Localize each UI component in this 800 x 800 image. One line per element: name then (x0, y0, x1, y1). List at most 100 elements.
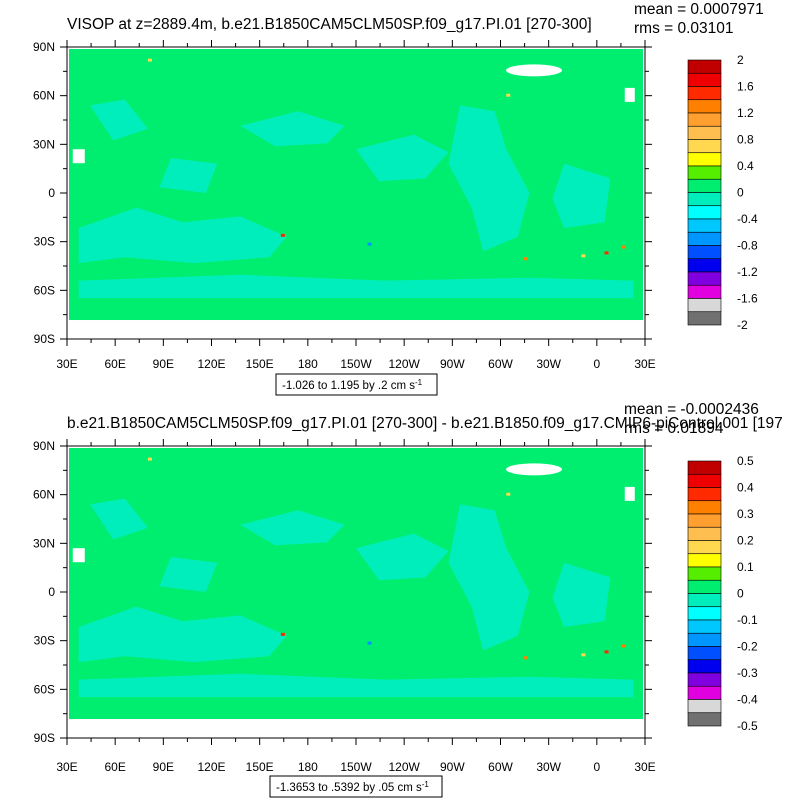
colorbar-box (687, 125, 722, 140)
y-tick-label: 90N (33, 40, 55, 54)
anomaly-cell (506, 492, 511, 496)
colorbar-label: 0.5 (737, 454, 754, 468)
range-box: -1.3653 to .5392 by .05 cm s-1 (269, 775, 443, 798)
colorbar-box (687, 540, 722, 555)
colorbar-box (687, 152, 722, 167)
y-tick-label: 30S (34, 235, 55, 249)
colorbar-label: -0.4 (737, 693, 758, 707)
colorbar-box (687, 500, 722, 515)
x-tick-label: 150E (246, 760, 274, 774)
negative-region (240, 111, 345, 147)
colorbar-label: 0.8 (737, 133, 754, 147)
colorbar-box (687, 205, 722, 220)
anomaly-cell (581, 653, 586, 657)
range-label: -1.3653 to .5392 by .05 cm s (276, 782, 422, 794)
y-tick-label: 60S (34, 283, 55, 297)
colorbar-label: -1.2 (737, 265, 758, 279)
colorbar-label: 0.2 (737, 534, 754, 548)
anomaly-cell (147, 457, 152, 461)
colorbar-box (687, 178, 722, 193)
colorbar-label: 2 (737, 53, 744, 67)
y-tick-label: 30S (34, 634, 55, 648)
x-tick-label: 60W (488, 357, 513, 371)
colorbar-label: -0.2 (737, 640, 758, 654)
anomaly-cell (621, 644, 626, 648)
anomaly-cell (581, 254, 586, 258)
x-tick-label: 150W (340, 760, 372, 774)
svg-text:-1.3653 to .5392 by .05 cm s-1: -1.3653 to .5392 by .05 cm s-1 (276, 780, 429, 794)
colorbar-box (687, 59, 722, 74)
colorbar-box (687, 593, 722, 608)
colorbar-box (687, 685, 722, 700)
colorbar-box (687, 72, 722, 87)
colorbar-box (687, 487, 722, 502)
colorbar-box (687, 86, 722, 101)
negative-region (240, 510, 345, 546)
negative-region (159, 557, 218, 592)
colorbar-box (687, 258, 722, 273)
colorbar-label: 1.6 (737, 80, 754, 94)
colorbar-box (687, 566, 722, 581)
negative-region (90, 498, 148, 540)
y-tick-label: 90S (34, 731, 55, 745)
anomaly-cell (367, 242, 372, 246)
map-plot: 30E 60E 90E 120E 150E 180 150W 120W 90W 60W 30W 0 30… (33, 40, 656, 371)
svg-text:-1.026 to 1.195 by .2 cm s-1: -1.026 to 1.195 by .2 cm s-1 (282, 378, 423, 392)
negative-region (552, 163, 611, 228)
y-tick-label: 0 (48, 186, 55, 200)
colorbar-label: 0 (737, 587, 744, 601)
colorbar-box (687, 672, 722, 687)
missing-region (72, 548, 85, 563)
negative-region (356, 134, 449, 182)
colorbar-label: 0 (737, 186, 744, 200)
anomaly-cell (604, 251, 609, 255)
x-tick-label: 30E (56, 357, 77, 371)
y-tick-label: 60S (34, 682, 55, 696)
negative-region (78, 274, 634, 299)
anomaly-cell (523, 656, 528, 660)
colorbar-box (687, 298, 722, 313)
colorbar-box (687, 659, 722, 674)
missing-region (624, 87, 635, 102)
colorbar-label: 1.2 (737, 106, 754, 120)
anomaly-cell (621, 245, 626, 249)
y-tick-label: 90N (33, 439, 55, 453)
missing-region (506, 463, 563, 476)
colorbar: 2 1.6 1.2 0.8 0.4 0 -0.4 -0.8 -1.2 -1.6 -2 (687, 53, 758, 332)
panel-title: b.e21.B1850CAM5CLM50SP.f09_g17.PI.01 [27… (67, 415, 783, 432)
colorbar-label: -1.6 (737, 292, 758, 306)
x-tick-label: 90E (153, 760, 174, 774)
y-tick-label: 60N (33, 89, 55, 103)
colorbar-box (687, 271, 722, 286)
x-tick-label: 180 (298, 760, 318, 774)
anomaly-cell (280, 233, 285, 237)
colorbar-label: 0.4 (737, 481, 754, 495)
panel-bottom: b.e21.B1850CAM5CLM50SP.f09_g17.PI.01 [27… (33, 401, 783, 798)
x-tick-label: 0 (593, 357, 600, 371)
colorbar-label: 0.3 (737, 507, 754, 521)
rms-stat: rms = 0.03101 (634, 20, 734, 37)
x-tick-label: 0 (593, 760, 600, 774)
colorbar-box (687, 245, 722, 260)
colorbar-box (687, 579, 722, 594)
map-plot: 30E 60E 90E 120E 150E 180 150W 120W 90W 60W 30W 0 30… (33, 439, 656, 774)
negative-region (552, 562, 611, 627)
missing-region (624, 486, 635, 501)
x-tick-label: 60E (104, 760, 125, 774)
colorbar-label: -0.8 (737, 239, 758, 253)
anomaly-cell (506, 93, 511, 97)
x-tick-label: 60E (104, 357, 125, 371)
colorbar-box (687, 192, 722, 207)
colorbar-box (687, 112, 722, 127)
x-tick-label: 90E (153, 357, 174, 371)
colorbar-box (687, 526, 722, 541)
x-tick-label: 30W (536, 357, 561, 371)
colorbar-box (687, 284, 722, 299)
x-tick-label: 30E (634, 357, 655, 371)
colorbar-label: -0.4 (737, 212, 758, 226)
x-tick-label: 30E (56, 760, 77, 774)
colorbar-box (687, 606, 722, 621)
range-units-exponent: -1 (422, 780, 430, 789)
colorbar-box (687, 712, 722, 727)
